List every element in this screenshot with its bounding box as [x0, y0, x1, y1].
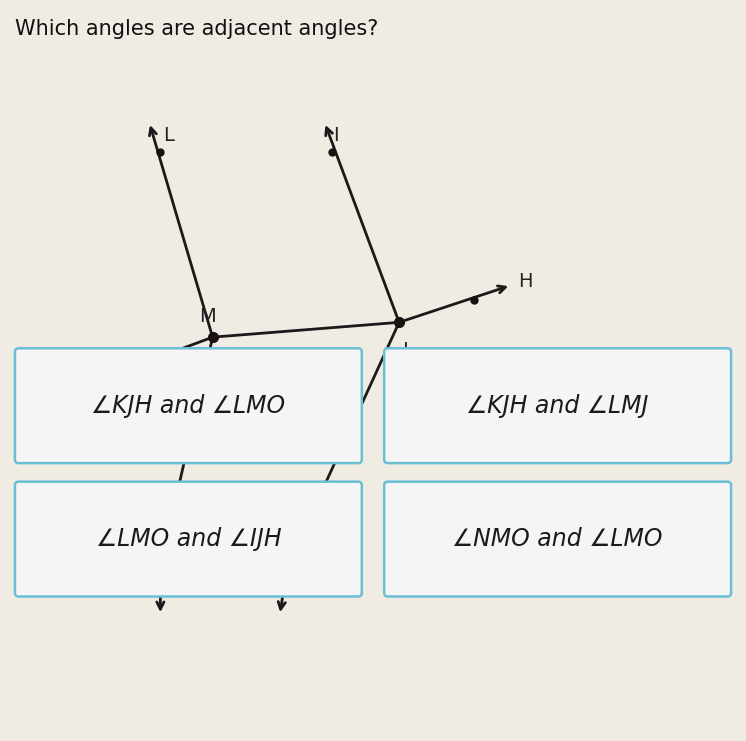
Text: M: M — [200, 307, 216, 326]
Text: I: I — [333, 126, 339, 145]
Text: ∠LMO and ∠IJH: ∠LMO and ∠IJH — [95, 527, 281, 551]
Text: L: L — [163, 126, 174, 145]
Text: J: J — [403, 341, 409, 360]
Text: ∠KJH and ∠LMJ: ∠KJH and ∠LMJ — [466, 393, 649, 418]
Text: K: K — [298, 563, 311, 582]
Text: Which angles are adjacent angles?: Which angles are adjacent angles? — [15, 19, 378, 39]
Text: ∠NMO and ∠LMO: ∠NMO and ∠LMO — [452, 527, 663, 551]
Text: O: O — [14, 372, 30, 391]
Text: N: N — [135, 563, 149, 582]
Text: ∠KJH and ∠LMO: ∠KJH and ∠LMO — [91, 393, 286, 418]
Text: H: H — [518, 272, 533, 291]
